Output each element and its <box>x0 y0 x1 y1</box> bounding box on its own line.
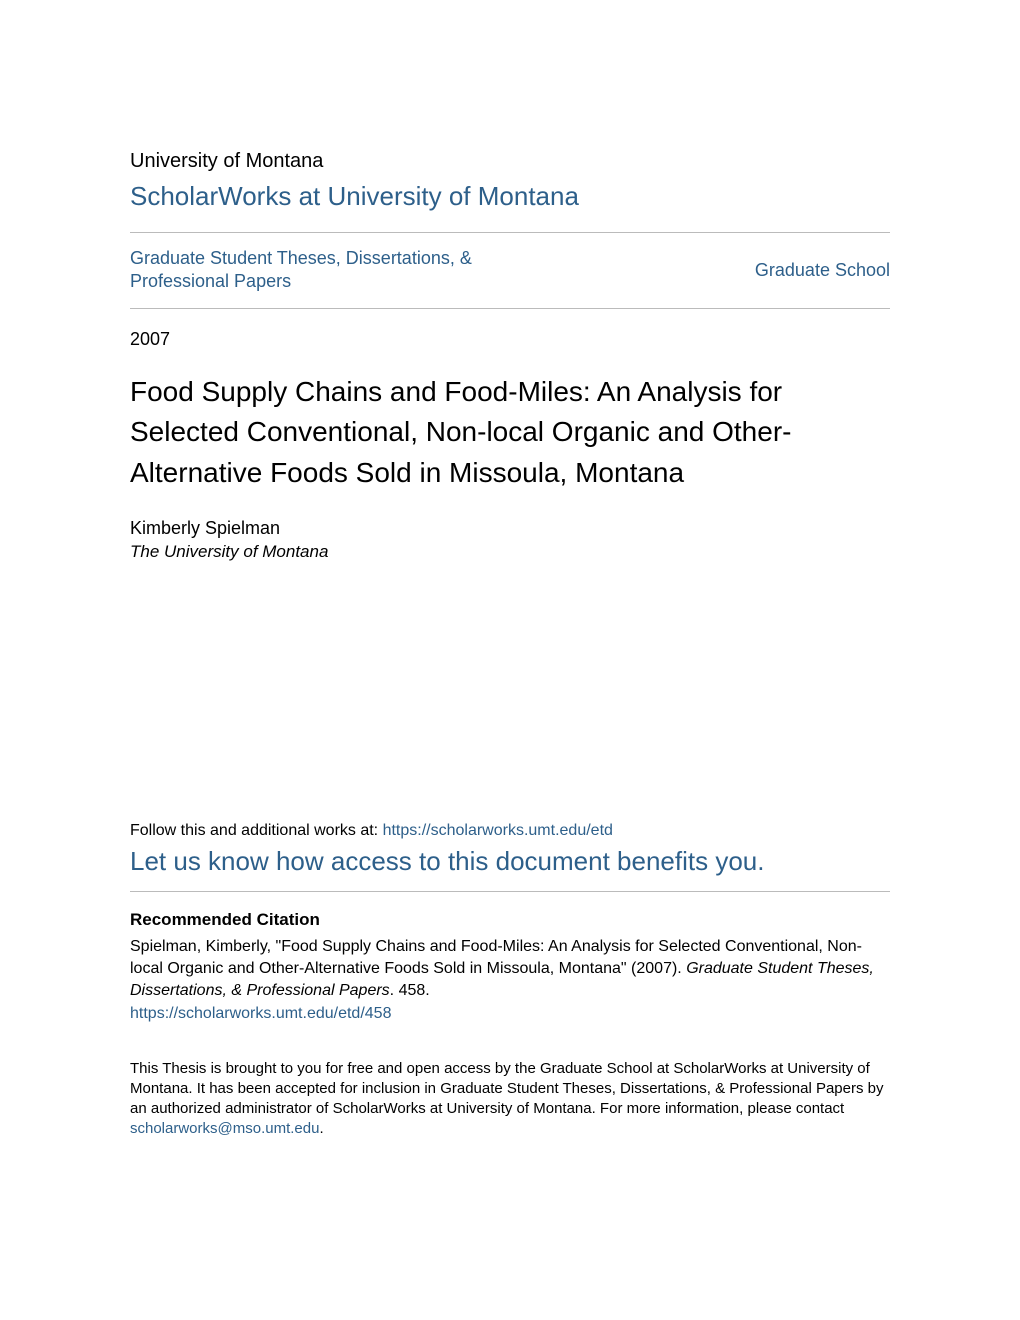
footer-part1: This Thesis is brought to you for free a… <box>130 1060 884 1118</box>
school-link[interactable]: Graduate School <box>755 260 890 281</box>
collection-link[interactable]: Graduate Student Theses, Dissertations, … <box>130 247 510 294</box>
follow-label: Follow this and additional works at: <box>130 822 383 839</box>
footer-text: This Thesis is brought to you for free a… <box>130 1059 890 1140</box>
author-affiliation: The University of Montana <box>130 542 890 562</box>
repository-link[interactable]: ScholarWorks at University of Montana <box>130 181 890 212</box>
author-name: Kimberly Spielman <box>130 518 890 539</box>
divider-mid <box>130 308 890 309</box>
spacer <box>130 562 890 822</box>
institution-name: University of Montana <box>130 150 890 173</box>
citation-url-link[interactable]: https://scholarworks.umt.edu/etd/458 <box>130 1005 890 1023</box>
citation-part2: . 458. <box>390 982 430 999</box>
document-title: Food Supply Chains and Food-Miles: An An… <box>130 372 890 494</box>
citation-text: Spielman, Kimberly, "Food Supply Chains … <box>130 936 890 1003</box>
publication-year: 2007 <box>130 329 890 350</box>
footer-part2: . <box>319 1120 323 1137</box>
benefits-link[interactable]: Let us know how access to this document … <box>130 846 890 877</box>
follow-line: Follow this and additional works at: htt… <box>130 822 890 840</box>
divider-benefits <box>130 891 890 892</box>
follow-url-link[interactable]: https://scholarworks.umt.edu/etd <box>383 822 613 839</box>
header-links-row: Graduate Student Theses, Dissertations, … <box>130 247 890 294</box>
contact-email-link[interactable]: scholarworks@mso.umt.edu <box>130 1120 319 1137</box>
citation-heading: Recommended Citation <box>130 910 890 930</box>
divider-top <box>130 232 890 233</box>
